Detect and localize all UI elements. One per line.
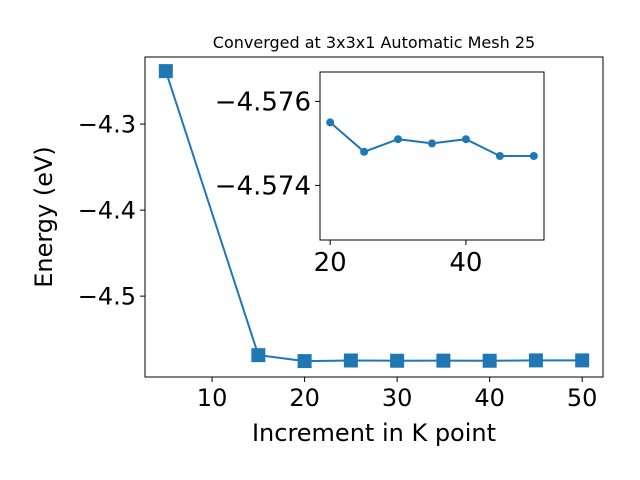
marker xyxy=(394,135,403,144)
chart-title: Converged at 3x3x1 Automatic Mesh 25 xyxy=(213,33,535,52)
marker xyxy=(390,353,405,368)
x-tick-label: 50 xyxy=(567,384,598,412)
marker xyxy=(343,353,358,368)
marker xyxy=(297,354,312,369)
marker xyxy=(528,353,543,368)
y-tick-label: −4.576 xyxy=(215,88,311,118)
x-tick-label: 30 xyxy=(382,384,413,412)
axes-frame xyxy=(319,71,545,241)
marker xyxy=(360,147,369,156)
x-tick-label: 20 xyxy=(314,248,347,278)
marker xyxy=(575,353,590,368)
marker xyxy=(428,139,436,148)
x-tick-label: 10 xyxy=(197,384,228,412)
marker xyxy=(326,118,335,127)
x-tick-label: 40 xyxy=(474,384,505,412)
marker xyxy=(495,152,504,160)
marker xyxy=(529,152,538,160)
axes-frame xyxy=(144,56,604,378)
marker xyxy=(461,135,470,144)
marker xyxy=(482,353,497,368)
y-axis-label: Energy (eV) xyxy=(30,146,58,288)
x-tick-label: 40 xyxy=(449,248,482,278)
x-tick-label: 20 xyxy=(289,384,320,412)
marker xyxy=(251,348,266,363)
y-tick-label: −4.574 xyxy=(215,172,311,202)
marker xyxy=(436,353,451,368)
y-tick-label: −4.5 xyxy=(78,283,136,311)
y-tick-label: −4.3 xyxy=(78,110,136,138)
marker xyxy=(158,64,173,79)
y-tick-label: −4.4 xyxy=(78,197,136,225)
x-axis-label: Increment in K point xyxy=(252,419,496,447)
